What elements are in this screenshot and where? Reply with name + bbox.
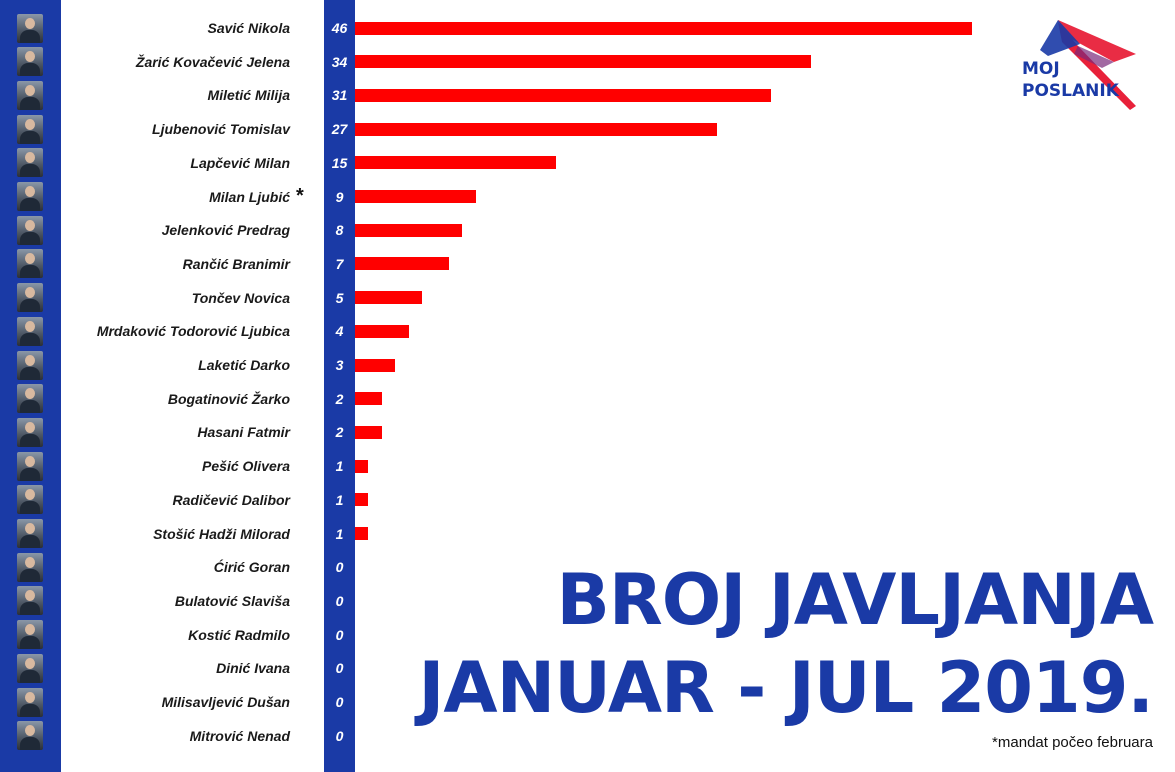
avatar (17, 316, 43, 346)
category-label: Milan Ljubić (209, 188, 290, 205)
category-label: Dinić Ivana (216, 660, 290, 677)
avatar (17, 148, 43, 178)
moj-poslanik-logo-icon (1040, 20, 1136, 110)
bar (355, 257, 449, 271)
bar (355, 55, 812, 69)
data-label: 31 (331, 87, 348, 104)
data-label: 5 (335, 289, 344, 306)
data-label: 2 (335, 424, 344, 441)
avatar (17, 13, 43, 43)
avatar (17, 47, 43, 77)
category-label: Hasani Fatmir (197, 424, 290, 441)
avatar (17, 215, 43, 245)
category-label: Jelenković Predrag (161, 222, 290, 239)
data-label: 34 (331, 53, 348, 70)
data-label: 8 (335, 222, 344, 239)
bar (355, 358, 396, 372)
category-label: Savić Nikola (207, 20, 291, 36)
avatar (17, 249, 43, 279)
category-label: Žarić Kovačević Jelena (135, 53, 290, 70)
category-label: Stošić Hadži Milorad (153, 525, 290, 542)
data-label: 0 (335, 660, 344, 677)
category-label: Kostić Radmilo (188, 626, 290, 643)
bar (355, 88, 771, 102)
avatar (17, 485, 43, 515)
category-label: Miletić Milija (207, 87, 290, 104)
avatar (17, 653, 43, 683)
avatar (17, 586, 43, 616)
bar (355, 324, 409, 338)
category-label: Pešić Olivera (202, 458, 290, 475)
bar (355, 425, 382, 439)
data-label: 0 (335, 592, 344, 609)
bar (355, 527, 369, 540)
avatar (17, 114, 43, 144)
data-label: 0 (335, 626, 344, 643)
data-label: 0 (335, 694, 344, 710)
avatar (17, 283, 43, 313)
data-label: 9 (335, 188, 344, 205)
avatar (17, 80, 43, 110)
avatar (17, 620, 43, 650)
category-label: Radičević Dalibor (172, 491, 291, 508)
annotation-marker: * (296, 184, 304, 207)
bar (355, 223, 463, 237)
data-label: 1 (335, 458, 344, 475)
bar (355, 392, 382, 406)
category-label: Laketić Darko (198, 357, 290, 373)
category-label: Mrdaković Todorović Ljubica (96, 323, 290, 340)
logo-text: MOJ POSLANIK (1022, 58, 1119, 102)
category-label: Rančić Branimir (182, 255, 290, 272)
data-label: 3 (335, 357, 344, 373)
avatar (17, 552, 43, 582)
data-label: 7 (335, 255, 344, 272)
bar (355, 156, 557, 170)
category-label: Milisavljević Dušan (161, 694, 290, 710)
bar (355, 459, 369, 473)
avatar (17, 451, 43, 481)
data-label: 27 (331, 121, 348, 138)
bar (355, 190, 476, 203)
category-label: Ćirić Goran (213, 559, 290, 576)
bar (355, 493, 369, 507)
category-label: Lapčević Milan (190, 154, 290, 171)
data-label: 1 (335, 491, 344, 508)
category-label: Mitrović Nenad (189, 727, 290, 744)
data-label: 4 (335, 323, 344, 340)
bar (355, 21, 972, 35)
chart-title-line-2: JANUAR - JUL 2019. (418, 647, 1154, 729)
category-label: Tončev Novica (191, 289, 290, 306)
category-label: Bulatović Slaviša (174, 592, 290, 609)
avatar (17, 350, 43, 380)
avatar (17, 182, 43, 211)
bar (355, 291, 423, 305)
avatar (17, 687, 43, 717)
footnote: *mandat počeo februara (992, 734, 1153, 751)
data-label: 0 (335, 559, 344, 576)
data-label: 2 (335, 390, 344, 407)
data-label: 15 (331, 154, 348, 171)
data-label: 1 (335, 525, 344, 542)
avatar (17, 721, 43, 751)
category-label: Ljubenović Tomislav (152, 121, 290, 138)
logo-line-1: MOJ (1022, 59, 1060, 79)
chart-title-line-1: BROJ JAVLJANJA (556, 559, 1154, 641)
category-label: Bogatinović Žarko (167, 390, 290, 407)
data-label: 46 (331, 20, 348, 36)
data-label: 0 (335, 727, 344, 744)
value-strip (324, 0, 355, 772)
avatar (17, 519, 43, 548)
avatar (17, 384, 43, 414)
logo-line-2: POSLANIK (1022, 81, 1119, 101)
bar (355, 122, 718, 136)
avatar (17, 417, 43, 447)
